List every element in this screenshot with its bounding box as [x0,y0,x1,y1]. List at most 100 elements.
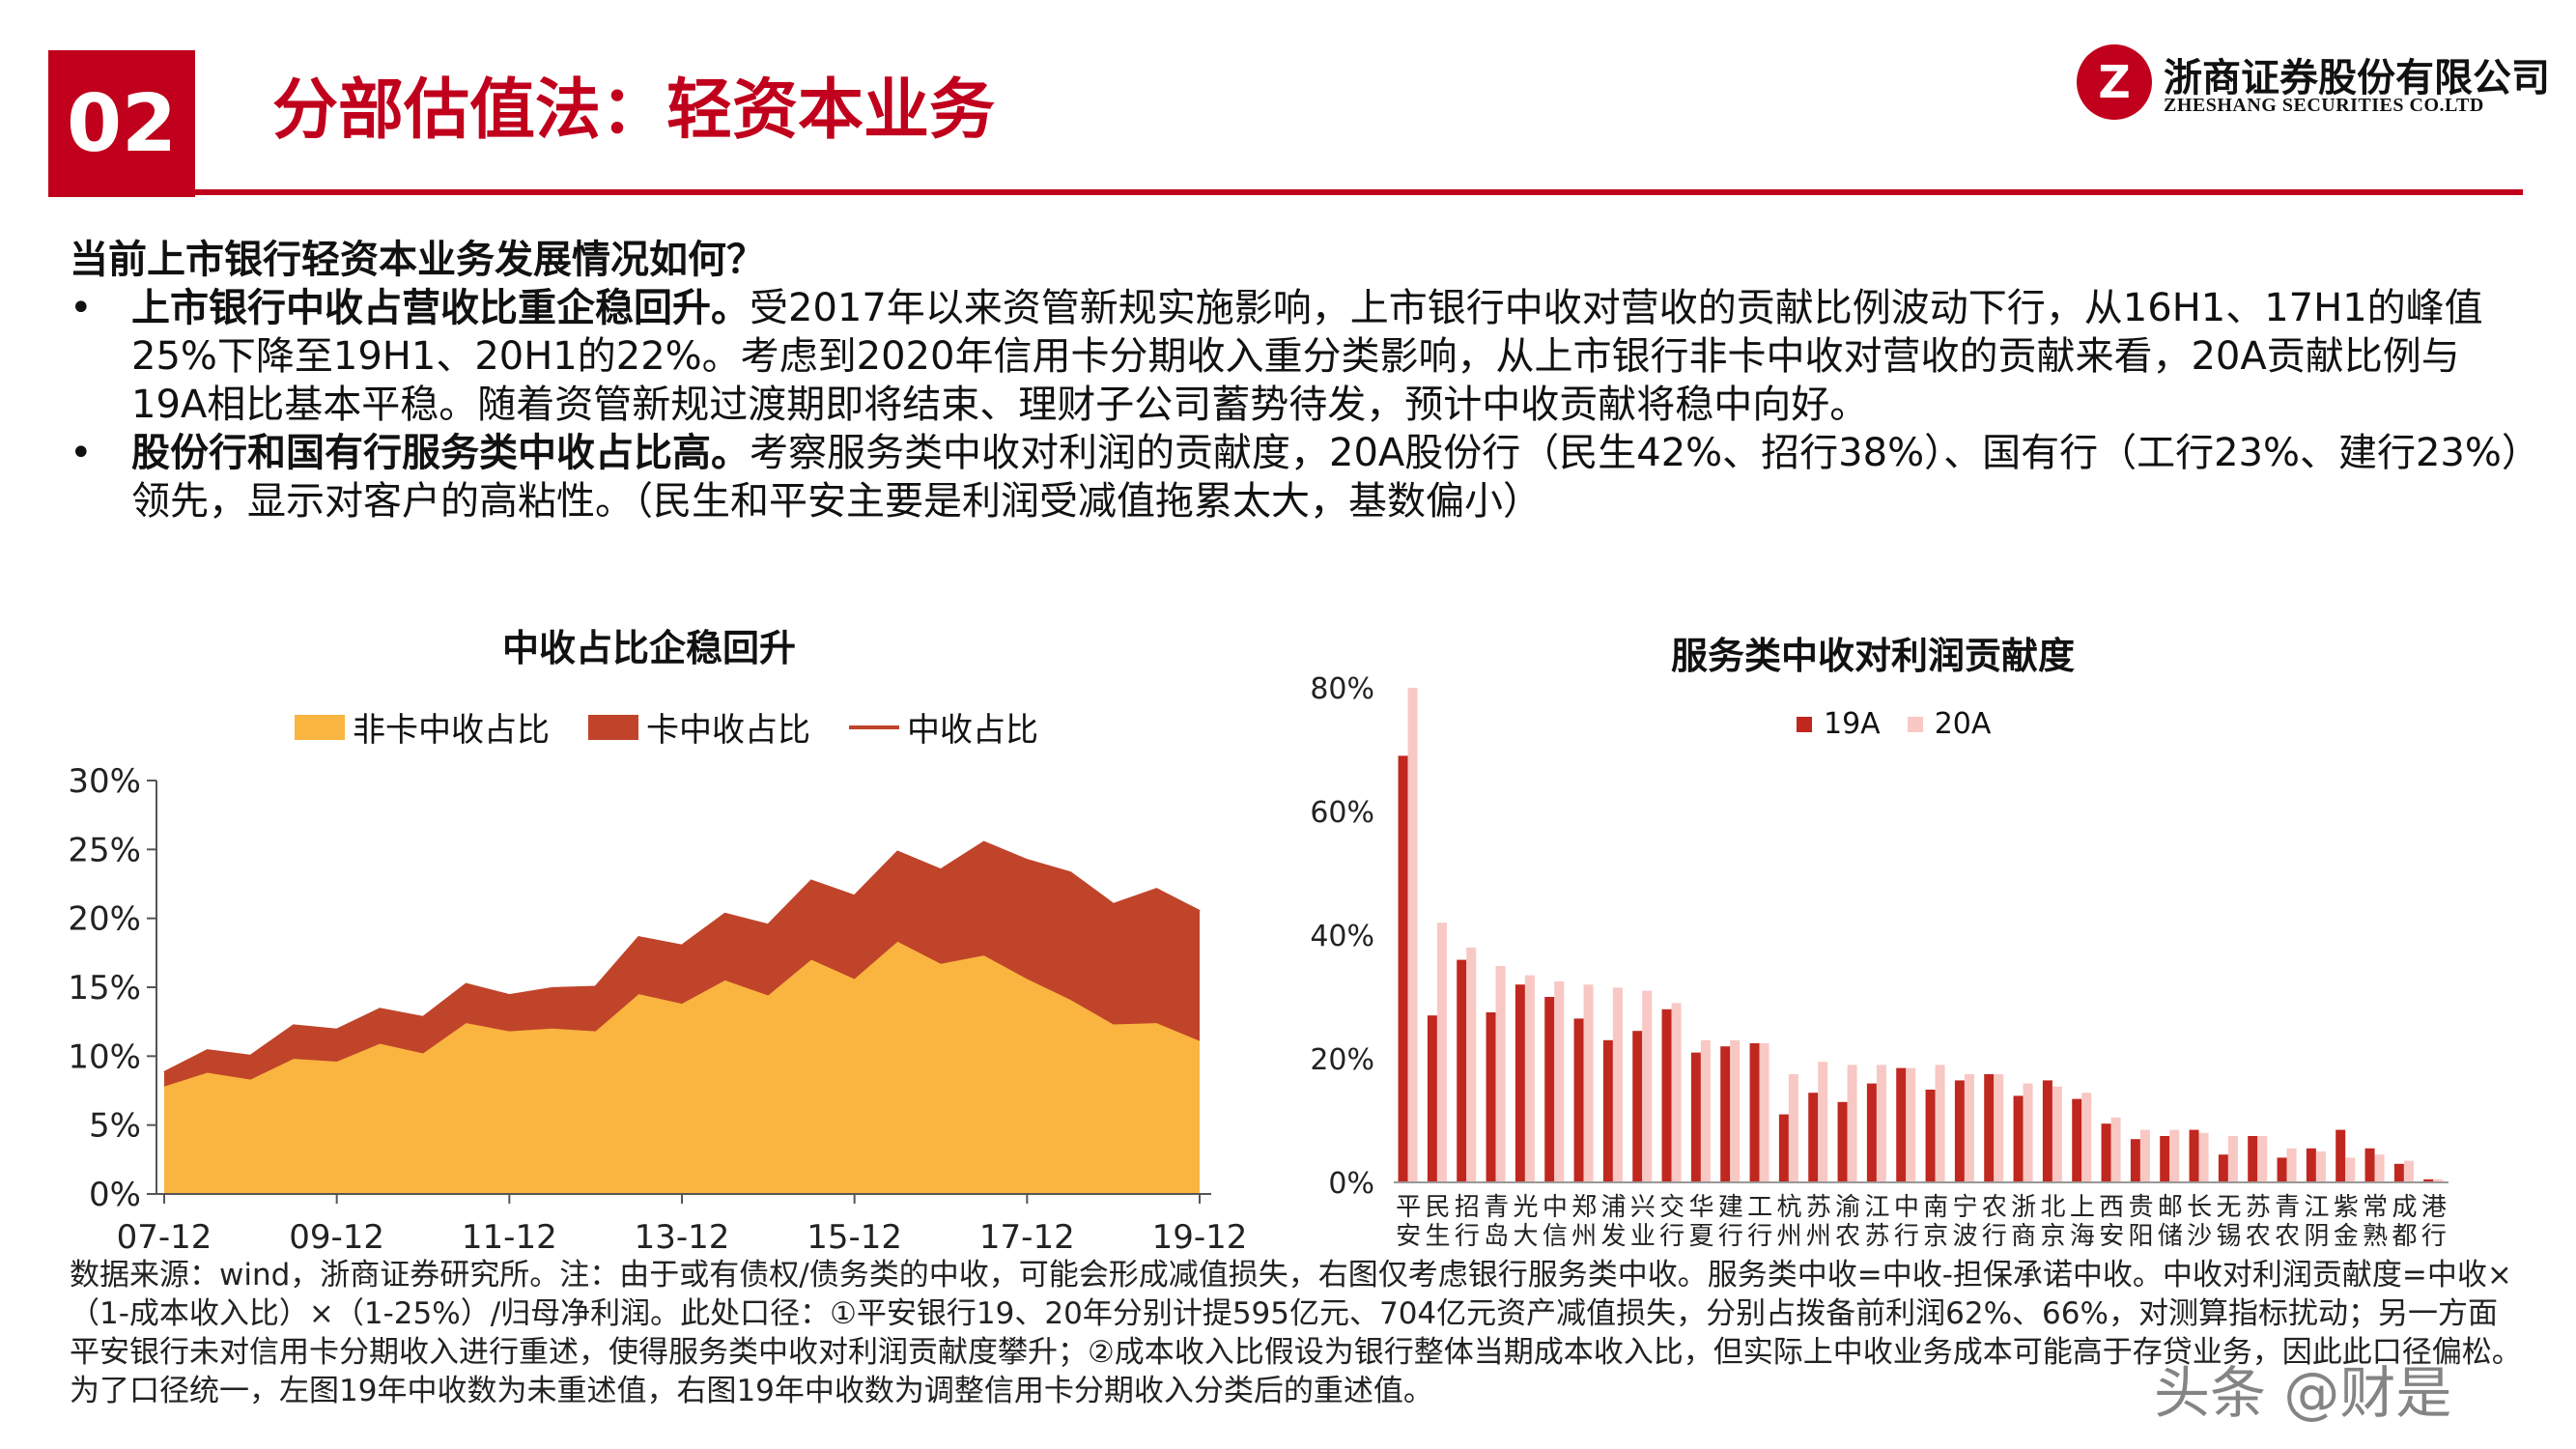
x-tick-label: 17-12 [979,1218,1075,1257]
bar-19a [2277,1157,2287,1182]
bar-20a [2433,1179,2444,1182]
bar-19a [1690,1052,1701,1182]
legend-swatch [1797,716,1812,732]
x-category-label: 青 [2275,1193,2300,1222]
right-chart-title: 服务类中收对利润贡献度 [1671,635,2076,677]
bar-20a [1964,1074,1974,1182]
title-underline [195,189,2523,195]
bar-20a [1700,1039,1711,1182]
legend-swatch [1907,716,1923,732]
bar-20a [2374,1154,2385,1182]
x-category-label: 农 [1982,1193,2007,1222]
brand-name-cn: 浙商证券股份有限公司 [2164,55,2550,100]
bar-19a [2101,1123,2111,1182]
bar-20a [1730,1039,1741,1182]
x-category-label: 苏 [1806,1193,1831,1222]
bar-19a [2306,1148,2316,1182]
bar-19a [2072,1098,2082,1182]
bullet-2: • 股份行和国有行服务类中收占比高。考察服务类中收对利润的贡献度，20A股份行（民… [70,429,2523,526]
x-category-label: 西 [2099,1193,2124,1222]
x-category-label: 京 [1923,1222,1948,1251]
x-category-label: 阴 [2304,1222,2329,1251]
bar-20a [1994,1074,2004,1182]
x-category-label: 商 [2011,1222,2036,1251]
bar-20a [2139,1129,2150,1182]
left-chart-legend: 非卡中收占比 卡中收占比 中收占比 [295,703,1077,751]
bar-19a [1544,997,1555,1182]
x-category-label: 州 [1806,1222,1831,1251]
x-category-label: 安 [2099,1222,2124,1251]
x-tick-label: 13-12 [635,1218,730,1257]
y-tick-label: 20% [68,900,141,939]
x-category-label: 业 [1630,1222,1656,1251]
total-ratio-line [163,840,1201,1074]
brand-logo: Z 浙商证券股份有限公司 ZHESHANG SECURITIES CO.LTD [2077,44,2550,122]
legend-item-total: 中收占比 [849,703,1038,751]
x-category-label: 岛 [1484,1222,1509,1251]
x-category-label: 南 [1923,1193,1948,1222]
bar-20a [1876,1065,1886,1182]
bullet-1: • 上市银行中收占营收比重企稳回升。受2017年以来资管新规实施影响，上市银行中收… [70,284,2523,429]
x-category-label: 紫 [2334,1193,2359,1222]
legend-label: 19A [1824,707,1881,741]
x-category-label: 农 [1835,1222,1860,1251]
x-category-label: 青 [1484,1193,1509,1222]
bar-20a [1612,987,1623,1182]
bar-19a [2013,1095,2024,1182]
legend-item-20a: 20A [1907,707,1992,741]
bar-19a [1808,1093,1819,1182]
bar-19a [1749,1043,1760,1182]
bar-20a [1524,975,1535,1182]
x-category-label: 招 [1455,1193,1480,1222]
x-category-label: 波 [1952,1222,1977,1251]
bar-19a [1514,984,1525,1182]
x-category-label: 工 [1747,1193,1772,1222]
bar-19a [2189,1129,2199,1182]
x-category-label: 港 [2421,1193,2447,1222]
legend-item-non-card: 非卡中收占比 [295,703,550,751]
legend-swatch [849,724,899,729]
legend-swatch [295,714,345,740]
x-category-label: 中 [1894,1193,1919,1222]
bar-20a [2169,1129,2180,1182]
bullet-dot: • [70,286,93,330]
x-category-label: 沙 [2187,1222,2212,1251]
bar-20a [1759,1043,1769,1182]
bullet-2-text: 考察服务类中收对利润的贡献度，20A股份行（民生42%、招行38%）、国有行（工… [131,431,2521,524]
y-tick-label: 20% [1310,1043,1374,1077]
bar-20a [2227,1136,2238,1182]
bar-19a [2364,1148,2375,1182]
legend-label: 20A [1934,707,1992,741]
x-category-label: 阳 [2128,1222,2153,1251]
bar-19a [1632,1031,1643,1182]
bar-20a [2081,1093,2092,1182]
bullet-1-bold: 上市银行中收占营收比重企稳回升。 [131,286,750,330]
x-tick-label: 09-12 [289,1218,384,1257]
legend-item-19a: 19A [1797,707,1881,741]
bar-19a [1398,755,1408,1182]
x-category-label: 邮 [2158,1193,2183,1222]
x-category-label: 海 [2070,1222,2095,1251]
left-chart-title: 中收占比企稳回升 [502,627,797,669]
bar-19a [1925,1090,1936,1182]
x-tick-label: 07-12 [117,1218,212,1257]
bar-19a [1427,1015,1437,1182]
y-tick-label: 15% [68,969,141,1008]
x-category-label: 行 [1455,1222,1480,1251]
bar-20a [1495,966,1506,1182]
bar-20a [1466,947,1477,1182]
y-tick-label: 30% [68,762,141,801]
bar-19a [1866,1083,1877,1182]
bar-19a [1896,1067,1907,1182]
bar-20a [1554,981,1565,1182]
x-category-label: 浙 [2011,1193,2036,1222]
body-text: 当前上市银行轻资本业务发展情况如何？ • 上市银行中收占营收比重企稳回升。受201… [70,236,2523,526]
x-category-label: 大 [1513,1222,1538,1251]
x-category-label: 行 [1747,1222,1772,1251]
x-category-label: 州 [1571,1222,1597,1251]
bar-20a [1642,990,1653,1182]
x-category-label: 郑 [1571,1193,1597,1222]
x-category-label: 成 [2392,1193,2417,1222]
section-number-badge: 02 [48,50,195,197]
bar-19a [1984,1074,1995,1182]
